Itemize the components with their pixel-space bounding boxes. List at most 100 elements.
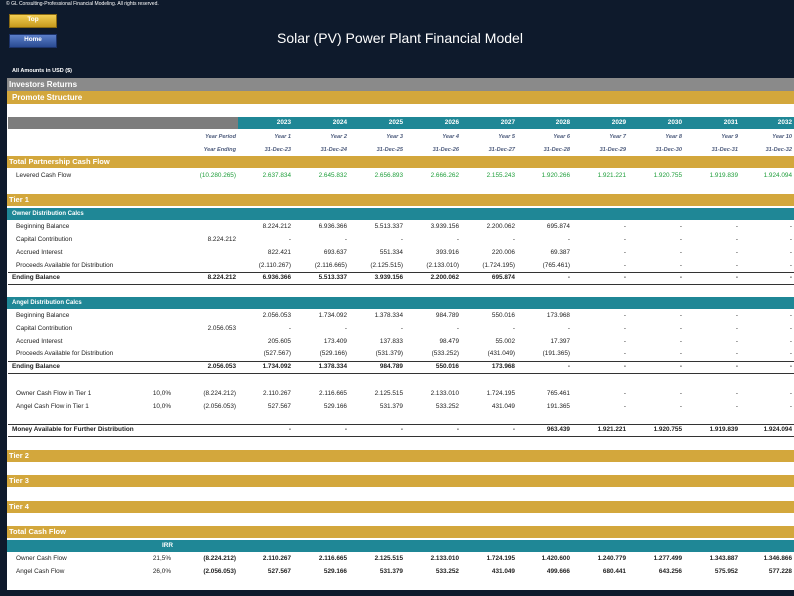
value-cell: 643.256 <box>658 568 682 575</box>
value-cell: - <box>735 249 738 256</box>
value-cell: - <box>288 325 291 332</box>
value-cell: 550.016 <box>435 363 459 370</box>
section-bar <box>7 78 794 91</box>
value-cell: - <box>400 426 403 433</box>
value-cell: (533.252) <box>431 350 459 357</box>
value-cell: 693.637 <box>323 249 347 256</box>
row-label: Capital Contribution <box>16 236 73 243</box>
value-cell: 2.125.515 <box>374 390 403 397</box>
row-header: Year Period <box>205 134 236 140</box>
home-button[interactable] <box>9 34 57 48</box>
value-cell: (2.125.515) <box>370 262 403 269</box>
home-button-label[interactable]: Home <box>24 36 42 43</box>
year-header: 2027 <box>500 119 515 126</box>
band-title: Tier 4 <box>9 502 29 511</box>
value-cell: 8.224.212 <box>262 223 291 230</box>
value-cell: - <box>567 236 570 243</box>
total-cell: (2.056.053) <box>203 568 236 575</box>
value-cell: - <box>789 390 792 397</box>
rate: 26,0% <box>152 568 171 575</box>
total-cell: (8.224.212) <box>203 390 236 397</box>
year-header: 2029 <box>611 119 626 126</box>
value-cell: - <box>679 312 682 319</box>
value-cell: 69.387 <box>550 249 570 256</box>
value-cell: 527.567 <box>267 403 291 410</box>
total-cell: 8.224.212 <box>207 236 236 243</box>
value-cell: 137.833 <box>379 338 403 345</box>
value-cell: - <box>344 325 347 332</box>
value-cell: 2.155.243 <box>486 172 515 179</box>
value-cell: 531.379 <box>379 403 403 410</box>
value-cell: - <box>623 350 626 357</box>
band-title: Tier 2 <box>9 451 29 460</box>
row-label: Capital Contribution <box>16 325 73 332</box>
value-cell: 431.049 <box>491 403 515 410</box>
value-cell: - <box>623 223 626 230</box>
date: 31-Dec-24 <box>320 147 347 153</box>
value-cell: - <box>679 249 682 256</box>
value-cell: - <box>512 426 515 433</box>
band-title: Angel Distribution Calcs <box>12 300 82 306</box>
band-title: Tier 3 <box>9 476 29 485</box>
value-cell: 1.346.866 <box>763 555 792 562</box>
value-cell: - <box>789 403 792 410</box>
value-cell: 2.645.832 <box>318 172 347 179</box>
row-label: Angel Cash Flow in Tier 1 <box>16 403 89 410</box>
value-cell: 680.441 <box>602 568 626 575</box>
value-cell: 393.916 <box>435 249 459 256</box>
value-cell: - <box>567 363 570 370</box>
value-cell: (529.166) <box>319 350 347 357</box>
rule <box>8 436 794 437</box>
value-cell: - <box>400 325 403 332</box>
period: Year 8 <box>665 134 682 140</box>
band-title: Tier 1 <box>9 195 29 204</box>
date: 31-Dec-31 <box>711 147 738 153</box>
value-cell: 1.724.195 <box>486 555 515 562</box>
rule <box>8 373 794 374</box>
value-cell: - <box>679 338 682 345</box>
date: 31-Dec-27 <box>488 147 515 153</box>
row-label: Beginning Balance <box>16 312 70 319</box>
value-cell: 6.936.366 <box>262 274 291 281</box>
top-button[interactable] <box>9 14 57 28</box>
value-cell: - <box>735 236 738 243</box>
period: Year 5 <box>498 134 515 140</box>
value-cell: 533.252 <box>435 568 459 575</box>
value-cell: 1.921.221 <box>597 172 626 179</box>
year-header: 2023 <box>276 119 291 126</box>
value-cell: (531.379) <box>375 350 403 357</box>
value-cell: - <box>789 236 792 243</box>
value-cell: (2.110.267) <box>258 262 291 269</box>
value-cell: 1.920.266 <box>541 172 570 179</box>
row-label: Accrued Interest <box>16 338 63 345</box>
value-cell: 1.920.755 <box>653 172 682 179</box>
top-button-label[interactable]: Top <box>27 16 39 23</box>
value-cell: - <box>735 403 738 410</box>
value-cell: 551.334 <box>379 249 403 256</box>
date: 31-Dec-30 <box>655 147 682 153</box>
value-cell: (765.461) <box>542 262 570 269</box>
period: Year 4 <box>442 134 459 140</box>
date: 31-Dec-26 <box>432 147 459 153</box>
value-cell: 1.724.195 <box>486 390 515 397</box>
value-cell: - <box>735 350 738 357</box>
irr-header: IRR <box>162 542 174 549</box>
value-cell: 5.513.337 <box>374 223 403 230</box>
value-cell: 1.240.779 <box>597 555 626 562</box>
value-cell: - <box>735 262 738 269</box>
value-cell: - <box>679 350 682 357</box>
value-cell: - <box>623 262 626 269</box>
value-cell: 1.919.839 <box>709 172 738 179</box>
row-label: Owner Cash Flow <box>16 555 67 562</box>
band-title: Total Partnership Cash Flow <box>9 157 110 166</box>
value-cell: 3.939.156 <box>374 274 403 281</box>
row-label: Proceeds Available for Distribution <box>16 262 114 269</box>
date: 31-Dec-23 <box>264 147 291 153</box>
value-cell: - <box>623 236 626 243</box>
value-cell: - <box>735 338 738 345</box>
value-cell: - <box>623 249 626 256</box>
value-cell: 5.513.337 <box>318 274 347 281</box>
value-cell: - <box>679 262 682 269</box>
value-cell: - <box>735 363 738 370</box>
row-label: Angel Cash Flow <box>16 568 65 575</box>
